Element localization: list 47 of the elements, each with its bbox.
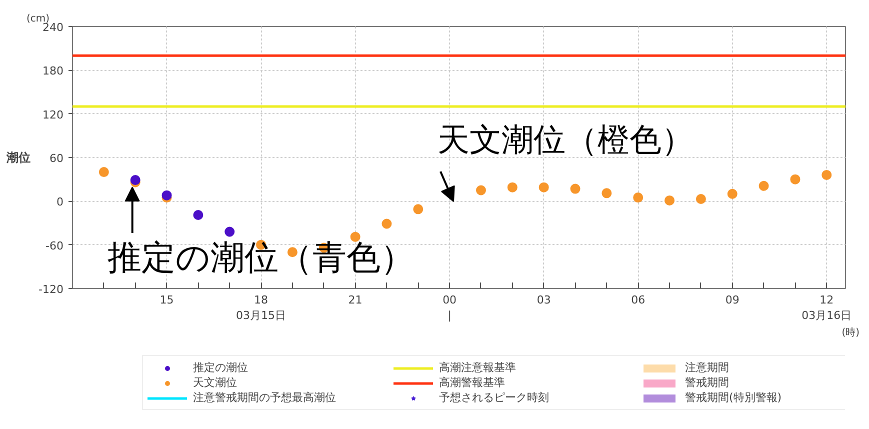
annotation: 天文潮位（橙色） — [438, 120, 694, 158]
legend-label: 高潮注意報基準 — [439, 360, 517, 375]
point — [664, 195, 675, 206]
point — [287, 247, 298, 258]
y-axis-title: 潮位 — [6, 150, 31, 164]
point — [413, 204, 424, 214]
point — [633, 192, 644, 203]
point — [476, 185, 486, 196]
x-tick-label: 21 — [348, 294, 362, 306]
point — [758, 180, 769, 191]
legend-label: 注意期間 — [685, 360, 730, 375]
x-tick-label: 06 — [631, 294, 646, 306]
point — [790, 174, 800, 184]
point — [162, 190, 172, 200]
x-tick-label: 00 | — [442, 294, 457, 322]
y-tick-label: 180 — [42, 64, 64, 78]
point — [602, 188, 612, 198]
legend-label: 天文潮位 — [193, 375, 238, 390]
x-tick-label: 09 — [725, 294, 740, 306]
legend-label: 予想されるピーク時刻 — [439, 390, 550, 405]
text: (時) — [842, 326, 860, 338]
y-tick-label: 0 — [56, 196, 64, 209]
point — [224, 226, 235, 237]
legend-label: 警戒期間(特別警報) — [685, 390, 783, 405]
annotation: 推定の潮位（青色） — [107, 238, 414, 278]
point — [193, 210, 204, 220]
legend-label: 警戒期間 — [685, 375, 730, 390]
y-tick-label: 60 — [50, 152, 64, 165]
point — [507, 182, 518, 192]
x-tick-label: 12 03月16日 — [802, 294, 852, 322]
point — [570, 184, 580, 194]
point — [696, 194, 706, 204]
point — [727, 188, 738, 199]
y-tick-label: -60 — [46, 239, 64, 252]
x-tick-label: 15 — [160, 294, 174, 306]
point — [382, 218, 392, 229]
point — [98, 167, 109, 178]
legend-label: 高潮警報基準 — [439, 375, 506, 390]
y-tick-label: 120 — [42, 108, 64, 122]
x-tick-label: 18 03月15日 — [236, 294, 286, 322]
point — [538, 182, 549, 192]
legend-label: 注意警戒期間の予想最高潮位 — [193, 390, 337, 405]
y-tick-label: -120 — [38, 283, 64, 296]
point — [350, 232, 360, 242]
point — [822, 170, 832, 180]
legend-label: 推定の潮位 — [193, 360, 249, 375]
x-tick-label: 03 — [536, 294, 551, 306]
